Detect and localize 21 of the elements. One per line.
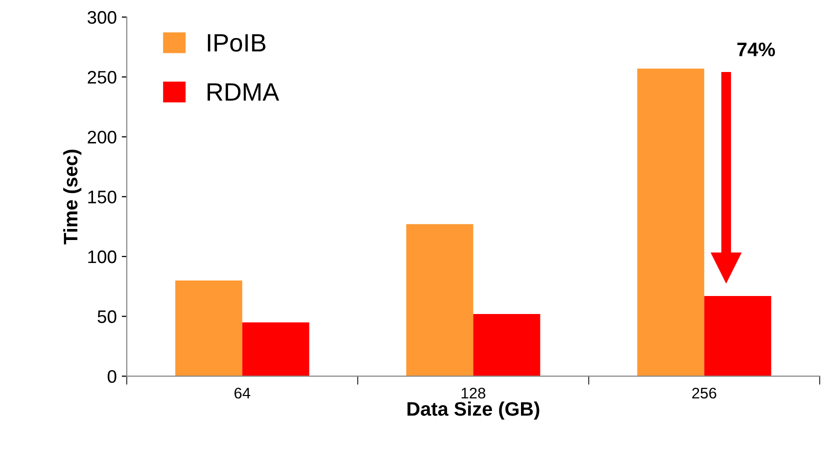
x-tick-label: 256 xyxy=(692,388,716,399)
y-tick-label: 0 xyxy=(108,370,116,383)
y-tick-label: 250 xyxy=(88,70,116,84)
y-tick-label: 150 xyxy=(88,190,116,204)
bar xyxy=(473,314,540,376)
x-axis-title: Data Size (GB) xyxy=(408,402,540,420)
bar xyxy=(704,296,772,376)
legend-label: RDMA xyxy=(208,83,280,101)
x-tick-label: 128 xyxy=(462,388,486,399)
bar xyxy=(242,322,310,376)
x-tick-label: 64 xyxy=(234,388,250,399)
y-axis-title: Time (sec) xyxy=(63,150,82,244)
legend-label: IPoIB xyxy=(208,34,266,52)
y-tick-label: 200 xyxy=(88,130,116,144)
annotation: 74% xyxy=(737,42,775,56)
y-tick-label: 100 xyxy=(88,250,116,264)
bar xyxy=(175,280,242,376)
y-tick-label: 300 xyxy=(88,11,116,24)
y-tick-label: 50 xyxy=(98,310,116,324)
bar xyxy=(406,224,474,376)
bar xyxy=(637,68,704,376)
